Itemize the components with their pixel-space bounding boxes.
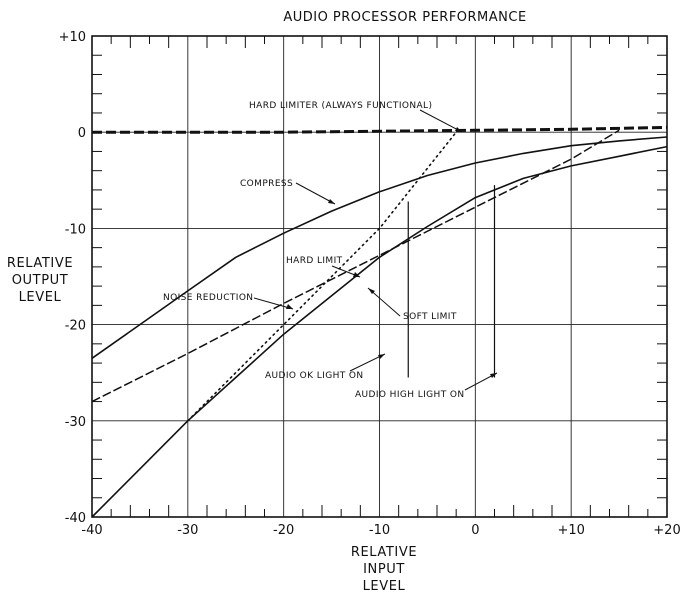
- arrowhead-audio-ok: [378, 354, 385, 359]
- x-axis-label-line-3: LEVEL: [363, 579, 406, 593]
- leader-hard-limiter: [419, 109, 463, 133]
- y-axis-label: RELATIVE OUTPUT LEVEL: [7, 256, 73, 305]
- series-noise-line: [91, 129, 620, 403]
- y-tick-label: -10: [65, 222, 86, 237]
- arrowhead-compress: [328, 199, 335, 204]
- y-tick-label: -20: [65, 319, 86, 334]
- chart-title: AUDIO PROCESSOR PERFORMANCE: [283, 10, 526, 25]
- y-axis-label-line-3: LEVEL: [19, 290, 62, 305]
- x-tick-label: 0: [471, 523, 479, 538]
- series-hard-line: [187, 131, 458, 422]
- annotation-audio-ok: AUDIO OK LIGHT ON: [265, 371, 364, 381]
- y-tick-label: 0: [78, 126, 86, 141]
- arrowhead-audio-high: [490, 373, 497, 378]
- y-tick-labels: +10 0 -10 -20 -30 -40: [59, 30, 86, 526]
- annotations: HARD LIMITER (ALWAYS FUNCTIONAL) COMPRES…: [163, 101, 498, 400]
- light-markers: [407, 185, 496, 378]
- series-compress-line: [91, 136, 668, 359]
- x-tick-label: -40: [81, 523, 102, 538]
- plot-frame: [91, 35, 668, 518]
- x-tick-label: +10: [557, 523, 584, 538]
- annotation-audio-high: AUDIO HIGH LIGHT ON: [355, 390, 464, 400]
- arrowhead-hard-limit: [353, 272, 360, 277]
- x-axis-label: RELATIVE INPUT LEVEL: [351, 545, 417, 593]
- y-tick-label: -40: [65, 511, 86, 526]
- y-tick-label: -30: [65, 415, 86, 430]
- annotation-hard-limiter: HARD LIMITER (ALWAYS FUNCTIONAL): [249, 101, 432, 111]
- minor-ticks: [92, 36, 667, 517]
- arrowhead-hard-limiter: [455, 127, 462, 132]
- annotation-hard-limit: HARD LIMIT: [286, 256, 343, 266]
- arrowhead-soft-limit: [368, 288, 375, 294]
- x-tick-label: -20: [273, 523, 294, 538]
- y-tick-label: +10: [59, 30, 86, 45]
- annotation-noise-reduction: NOISE REDUCTION: [163, 293, 253, 303]
- leader-noise-reduction: [253, 297, 294, 310]
- y-axis-label-line-1: RELATIVE: [7, 256, 73, 271]
- leader-compress: [295, 182, 336, 205]
- x-axis-label-line-1: RELATIVE: [351, 545, 417, 560]
- series-soft-line: [91, 145, 668, 518]
- series-lines: [91, 125, 668, 518]
- arrowhead-noise-reduction: [286, 304, 293, 309]
- x-tick-label: -10: [369, 523, 390, 538]
- x-axis-label-line-2: INPUT: [363, 562, 405, 577]
- annotation-compress: COMPRESS: [240, 179, 293, 189]
- x-tick-labels: -40 -30 -20 -10 0 +10 +20: [81, 523, 680, 538]
- x-tick-label: +20: [653, 523, 680, 538]
- annotation-soft-limit: SOFT LIMIT: [403, 312, 457, 322]
- x-tick-label: -30: [177, 523, 198, 538]
- y-axis-label-line-2: OUTPUT: [12, 273, 69, 288]
- series-hard-line: [92, 125, 668, 134]
